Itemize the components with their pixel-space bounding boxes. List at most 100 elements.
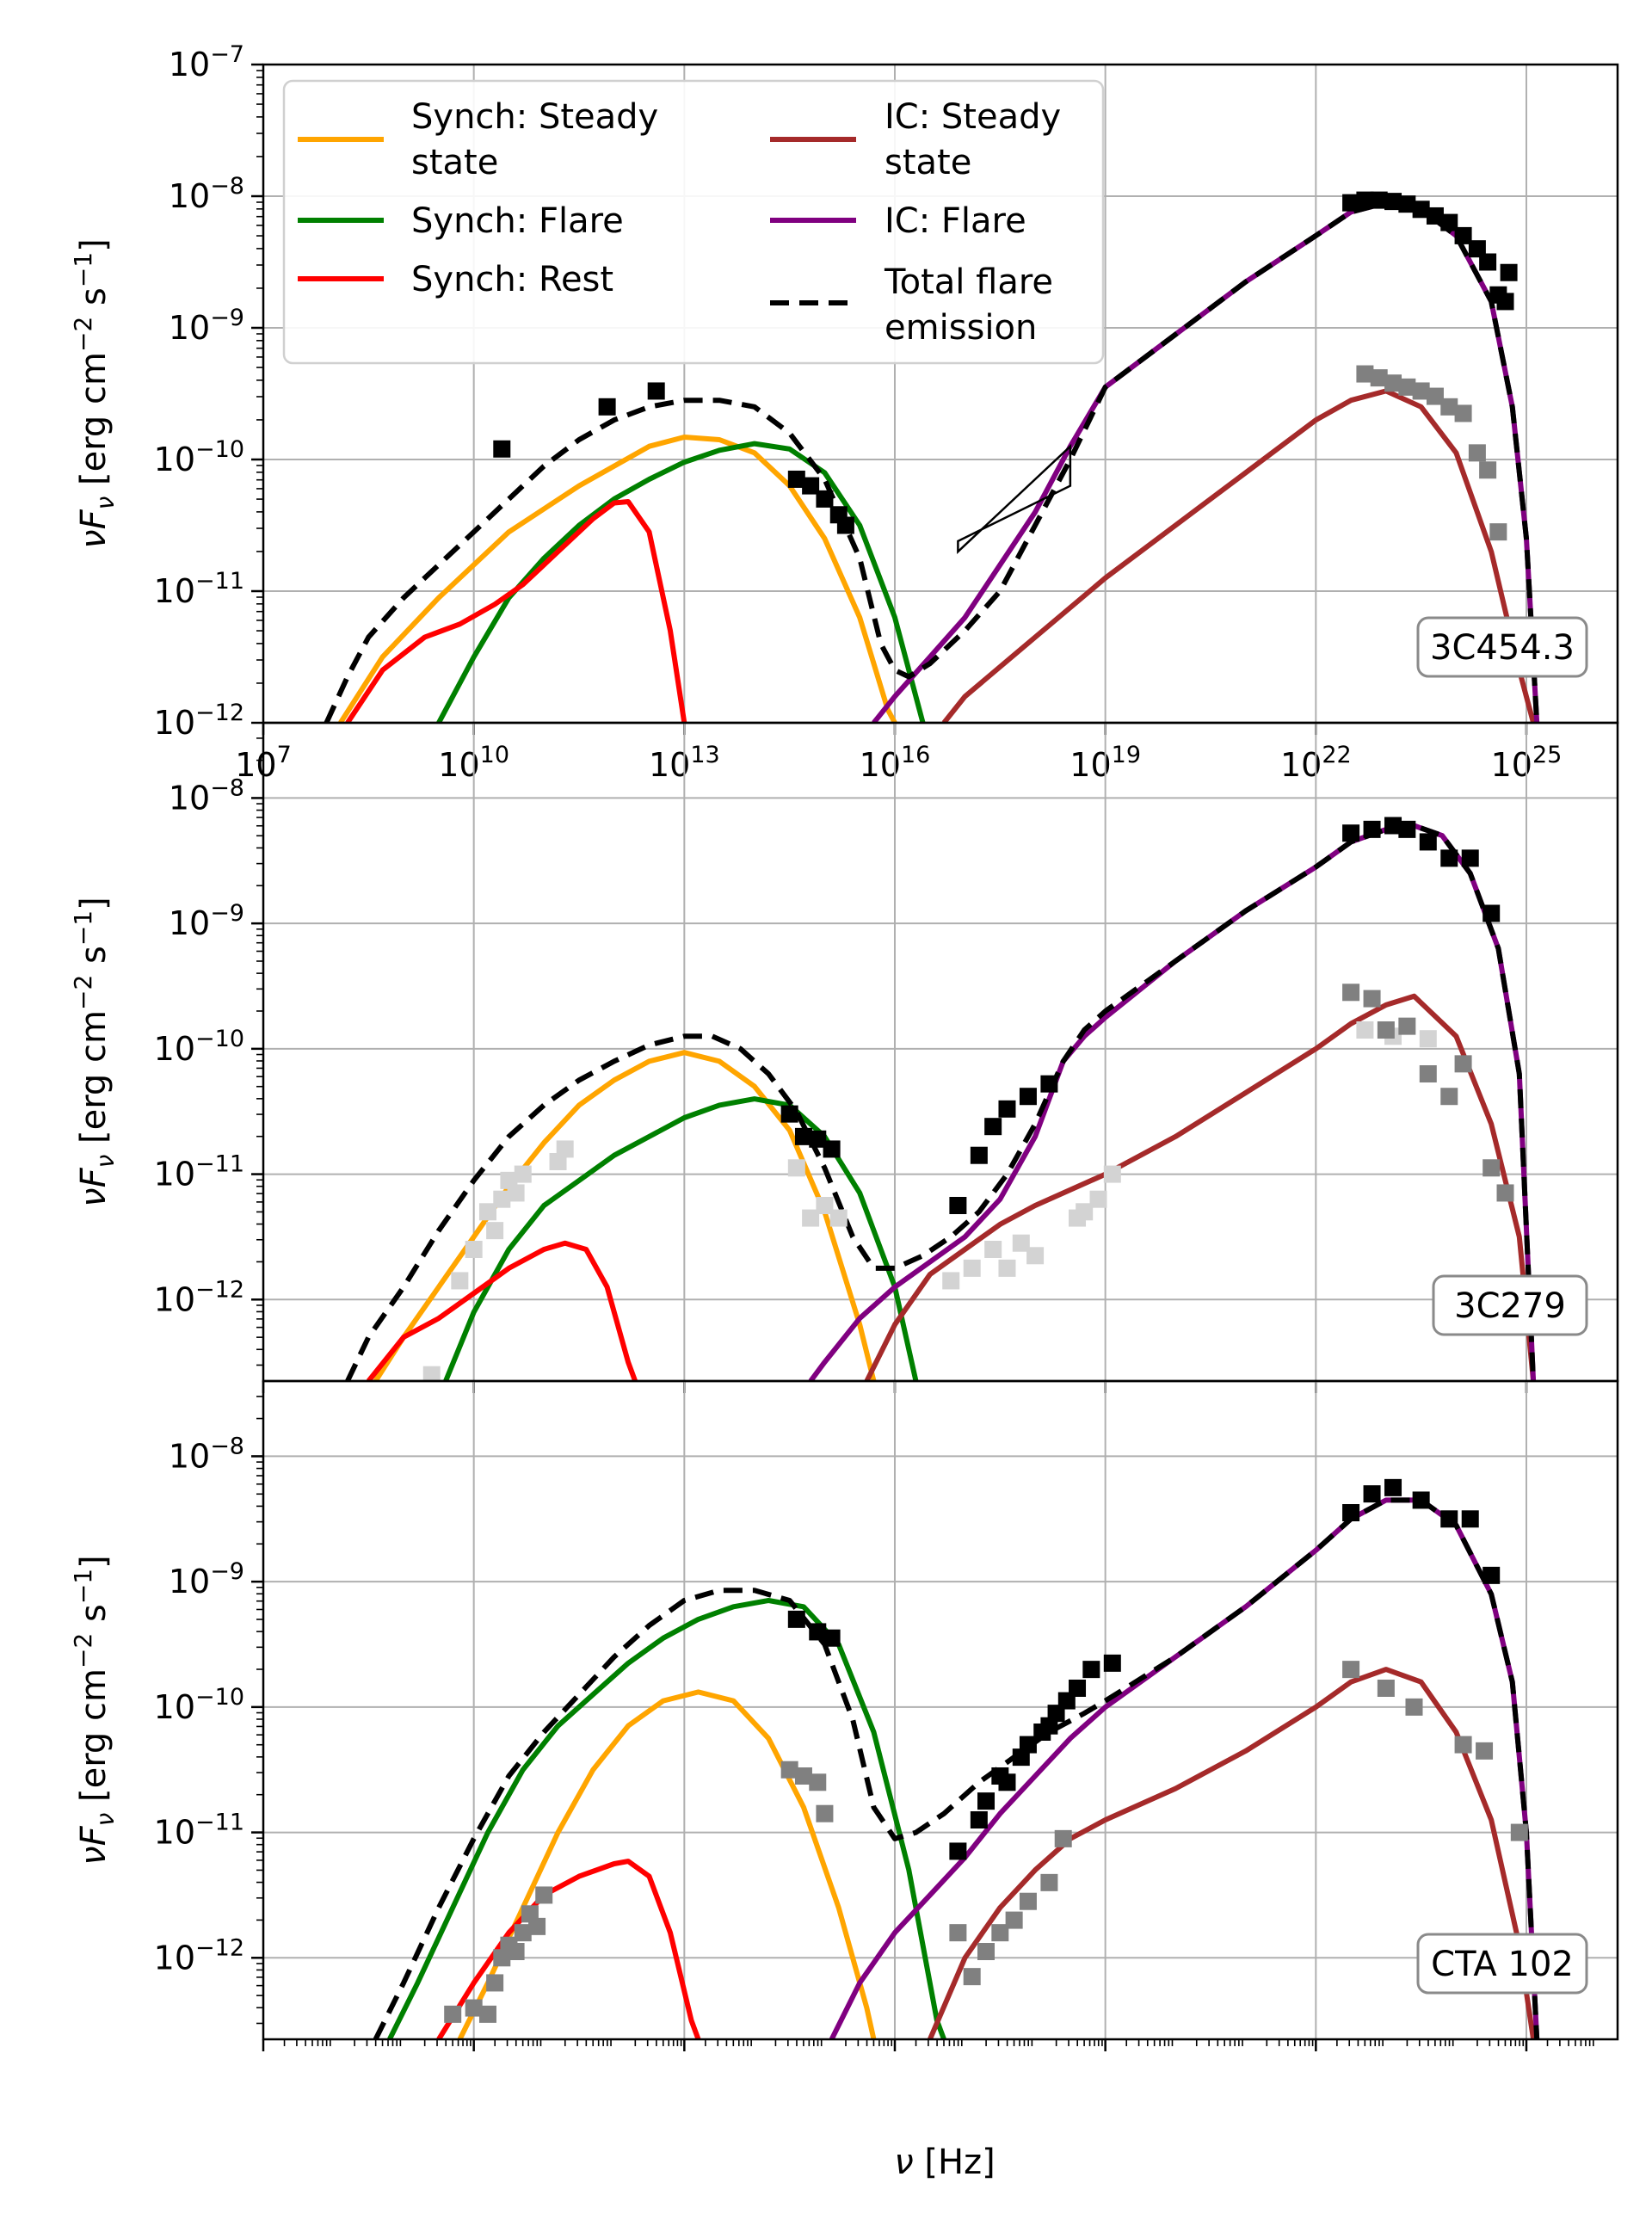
minor-ticks xyxy=(256,1396,263,2025)
flare-data-point xyxy=(1496,293,1514,311)
legend-label: Synch: Steady xyxy=(411,97,658,137)
minor-ticks xyxy=(256,737,263,1366)
flare-data-point xyxy=(1040,1075,1058,1093)
steady-data-point xyxy=(949,1924,967,1942)
archival-data-point xyxy=(465,1241,483,1258)
flare-data-point xyxy=(493,440,511,458)
steady-data-point xyxy=(1040,1873,1058,1891)
flare-data-point xyxy=(1384,193,1402,211)
series-synch_rest xyxy=(366,1240,638,1381)
minor-ticks xyxy=(256,70,263,684)
steady-data-point xyxy=(1356,365,1374,383)
flare-data-point xyxy=(1461,849,1479,867)
flare-data-point xyxy=(823,1629,841,1647)
source-label-text: CTA 102 xyxy=(1431,1945,1574,1984)
y-axis-label: νFν [erg cm−2 s−1] xyxy=(69,897,120,1206)
archival-data-point xyxy=(1356,1021,1374,1039)
steady-data-point xyxy=(1426,387,1444,405)
y-tick-label: 10−8 xyxy=(169,774,244,817)
steady-data-point xyxy=(1468,444,1486,462)
flare-data-point xyxy=(1363,820,1381,838)
flare-data-point xyxy=(787,1610,805,1628)
flare-data-point xyxy=(1440,1510,1458,1528)
steady-data-point xyxy=(809,1773,827,1791)
flare-data-point xyxy=(787,470,805,488)
flare-data-point xyxy=(970,1811,988,1828)
panel-3c279: 10−12 10−11 10−10 10−9 10−8 νFν [erg cm−2 s−1… xyxy=(69,721,1619,1393)
x-tick-label: 1016 xyxy=(860,742,931,784)
flare-data-point xyxy=(809,1623,827,1641)
y-tick-label: 10−12 xyxy=(154,700,244,742)
archival-data-point xyxy=(816,1197,834,1214)
steady-data-point xyxy=(1405,1698,1423,1716)
flare-data-point xyxy=(1384,817,1402,835)
flare-data-point xyxy=(970,1146,988,1164)
steady-data-point xyxy=(486,1974,504,1992)
y-tick-label: 10−10 xyxy=(154,1684,244,1726)
flare-data-point xyxy=(647,382,665,400)
legend-item-synch_rest: Synch: Rest xyxy=(298,260,613,299)
legend-box xyxy=(282,79,1105,365)
flare-data-point xyxy=(1482,904,1501,922)
archival-data-point xyxy=(1103,1165,1121,1183)
archival-data-point xyxy=(451,1272,469,1290)
flare-data-point xyxy=(1019,1088,1037,1106)
steady-data-point xyxy=(514,1924,532,1942)
legend-item-ic_flare: IC: Flare xyxy=(770,201,1026,241)
legend-label: Synch: Flare xyxy=(411,201,624,241)
steady-data-point xyxy=(1454,404,1472,422)
flare-data-point xyxy=(802,477,820,495)
steady-data-point xyxy=(507,1943,525,1960)
series-synch_flare xyxy=(443,1096,919,1381)
y-tick-label: 10−8 xyxy=(169,1433,244,1475)
x-tick-label: 1019 xyxy=(1069,742,1141,784)
steady-data-point xyxy=(1363,990,1381,1008)
source-label: 3C279 xyxy=(1432,1274,1588,1336)
steady-data-point xyxy=(1496,1184,1514,1202)
series-synch_steady xyxy=(373,1050,877,1381)
steady-data-point xyxy=(1440,1088,1458,1106)
y-tick-label: 10−10 xyxy=(154,1026,244,1068)
legend-item-total: Total flare emission xyxy=(770,262,1053,348)
steady-data-point xyxy=(794,1767,812,1785)
flare-data-point xyxy=(1412,1491,1430,1509)
flare-data-point xyxy=(977,1792,996,1810)
steady-data-point xyxy=(1412,382,1430,400)
archival-data-point xyxy=(829,1209,848,1227)
series-ic_steady xyxy=(941,388,1536,723)
flare-data-point xyxy=(1454,226,1472,244)
steady-data-point xyxy=(1482,1159,1501,1177)
y-tick-label: 10−12 xyxy=(154,1934,244,1976)
steady-data-point xyxy=(1510,1823,1528,1841)
archival-data-point xyxy=(1026,1247,1045,1265)
steady-data-point xyxy=(1398,1017,1416,1035)
flare-data-point xyxy=(1356,191,1374,209)
panel-cta102: 10−12 10−11 10−10 10−9 10−8 νFν [erg cm−2 s−1… xyxy=(69,1379,1619,2051)
steady-data-point xyxy=(528,1917,546,1935)
flare-data-point xyxy=(1342,1504,1360,1521)
y-axis-label: νFν [erg cm−2 s−1] xyxy=(69,1555,120,1865)
flare-data-point xyxy=(998,1773,1016,1791)
archival-data-point xyxy=(1012,1234,1030,1252)
flare-data-point xyxy=(1500,263,1518,281)
flare-data-point xyxy=(1363,1485,1381,1503)
archival-data-point xyxy=(1419,1030,1437,1048)
legend-label: Total flare xyxy=(884,262,1053,302)
legend-label: state xyxy=(885,143,971,182)
series-synch_steady xyxy=(457,1689,877,2039)
flare-data-point xyxy=(1398,820,1416,838)
series-total xyxy=(373,1497,1540,2039)
archival-data-point xyxy=(422,1366,441,1381)
steady-data-point xyxy=(1476,1742,1494,1760)
steady-data-point xyxy=(1370,369,1388,387)
steady-data-point xyxy=(1019,1892,1037,1910)
y-tick-label: 10−7 xyxy=(169,41,244,83)
flare-data-point xyxy=(984,1118,1002,1136)
steady-data-point xyxy=(816,1804,834,1822)
series-synch_rest xyxy=(345,499,687,723)
legend-item-synch_flare: Synch: Flare xyxy=(298,201,624,241)
plot-area xyxy=(345,817,1537,1381)
flare-data-point xyxy=(1482,1566,1501,1584)
flare-data-point xyxy=(1440,213,1458,231)
y-tick-label: 10−8 xyxy=(169,173,244,215)
